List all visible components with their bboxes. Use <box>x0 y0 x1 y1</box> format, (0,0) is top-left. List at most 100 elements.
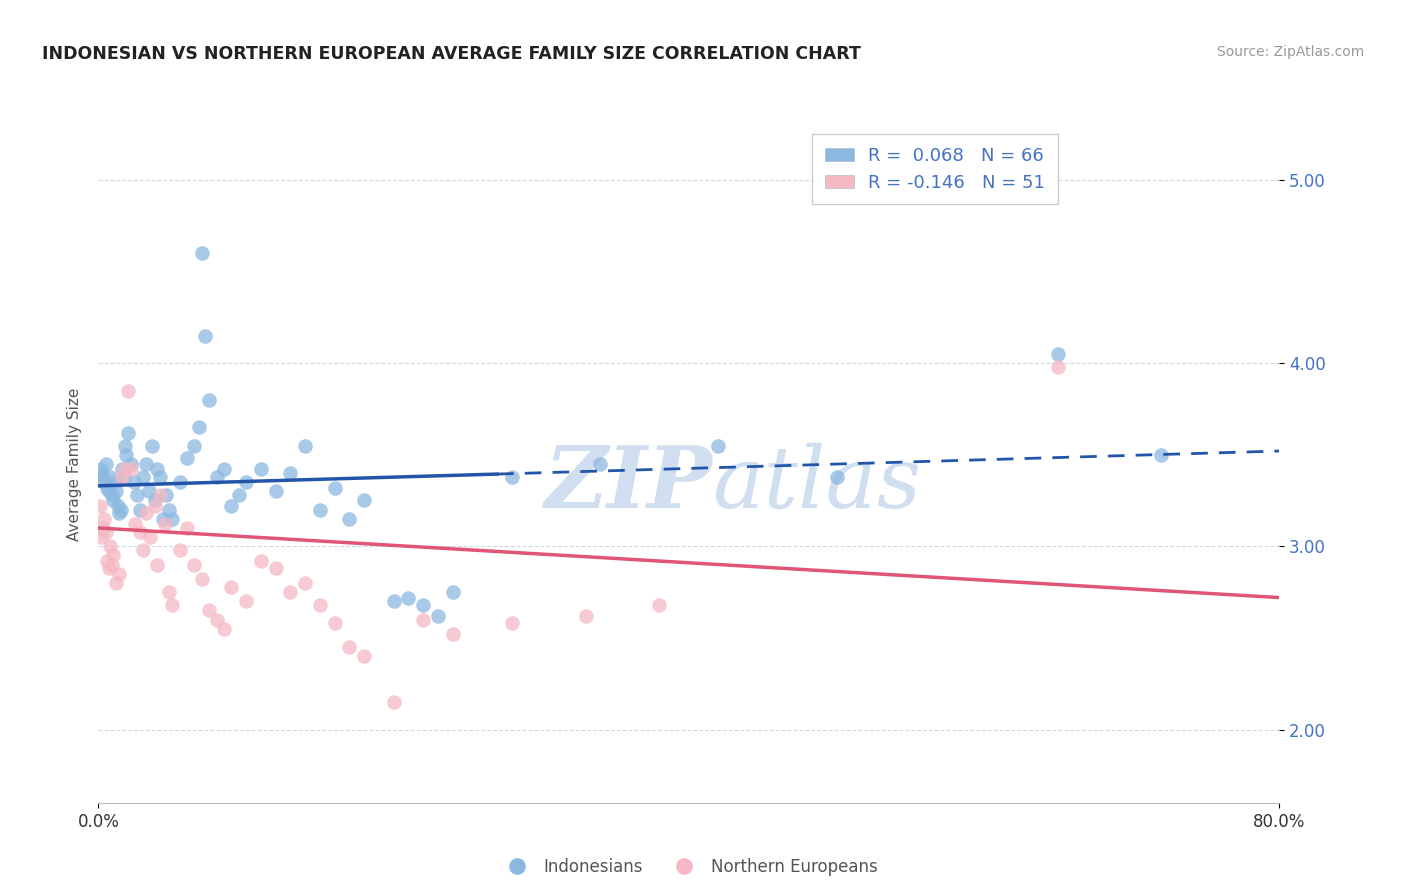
Point <box>1150 448 1173 462</box>
Point <box>187 420 209 434</box>
Point <box>104 475 127 490</box>
Point <box>574 608 596 623</box>
Point <box>176 521 198 535</box>
Point <box>111 469 134 483</box>
Point <box>235 475 257 490</box>
Point <box>183 438 205 452</box>
Point <box>162 598 183 612</box>
Point <box>235 594 257 608</box>
Point <box>108 506 131 520</box>
Text: INDONESIAN VS NORTHERN EUROPEAN AVERAGE FAMILY SIZE CORRELATION CHART: INDONESIAN VS NORTHERN EUROPEAN AVERAGE … <box>42 45 860 62</box>
Point <box>94 457 117 471</box>
Point <box>1046 347 1069 361</box>
Point <box>117 425 139 440</box>
Point <box>90 462 112 476</box>
Point <box>122 475 145 490</box>
Point <box>143 499 166 513</box>
Point <box>110 502 132 516</box>
Point <box>114 462 136 476</box>
Text: ZIP: ZIP <box>544 442 713 526</box>
Point <box>93 512 115 526</box>
Point <box>169 475 191 490</box>
Text: atlas: atlas <box>713 442 922 525</box>
Point <box>294 438 316 452</box>
Point <box>91 521 114 535</box>
Point <box>183 558 205 572</box>
Point <box>103 493 125 508</box>
Point <box>98 469 121 483</box>
Point <box>93 475 115 490</box>
Point <box>152 512 174 526</box>
Point <box>132 469 155 483</box>
Point <box>198 603 221 617</box>
Point <box>139 530 162 544</box>
Point <box>94 524 117 539</box>
Point <box>427 608 450 623</box>
Point <box>155 488 177 502</box>
Point <box>112 469 135 483</box>
Point <box>157 585 180 599</box>
Point <box>198 392 221 407</box>
Point <box>707 438 730 452</box>
Point <box>89 466 111 480</box>
Point <box>648 598 671 612</box>
Point <box>382 695 405 709</box>
Point <box>96 481 118 495</box>
Point <box>114 438 136 452</box>
Point <box>105 484 128 499</box>
Point <box>264 561 287 575</box>
Point <box>138 484 160 499</box>
Text: Source: ZipAtlas.com: Source: ZipAtlas.com <box>1216 45 1364 59</box>
Point <box>128 502 150 516</box>
Point <box>91 469 114 483</box>
Point <box>108 566 131 581</box>
Point <box>124 517 146 532</box>
Point <box>353 649 375 664</box>
Point <box>97 484 120 499</box>
Point <box>337 640 360 654</box>
Point <box>309 502 332 516</box>
Legend: Indonesians, Northern Europeans: Indonesians, Northern Europeans <box>494 851 884 882</box>
Point <box>176 451 198 466</box>
Point <box>589 457 612 471</box>
Point <box>205 613 228 627</box>
Point <box>323 481 346 495</box>
Point <box>205 469 228 483</box>
Point <box>125 488 148 502</box>
Point <box>278 466 302 480</box>
Point <box>250 462 273 476</box>
Point <box>501 616 523 631</box>
Point <box>103 549 125 563</box>
Point <box>141 438 163 452</box>
Point <box>100 558 122 572</box>
Point <box>353 493 375 508</box>
Point <box>441 627 464 641</box>
Point <box>169 543 191 558</box>
Point <box>219 580 242 594</box>
Point <box>107 499 129 513</box>
Point <box>97 561 120 575</box>
Point <box>191 572 214 586</box>
Point <box>111 462 134 476</box>
Point <box>212 462 235 476</box>
Point <box>149 469 172 483</box>
Point <box>96 554 118 568</box>
Point <box>120 457 142 471</box>
Point <box>191 246 214 260</box>
Point <box>117 384 139 398</box>
Point <box>120 462 142 476</box>
Point <box>382 594 405 608</box>
Point <box>396 591 419 605</box>
Point <box>412 613 434 627</box>
Point <box>135 506 157 520</box>
Point <box>441 585 464 599</box>
Point <box>228 488 250 502</box>
Point <box>105 576 128 591</box>
Point <box>132 543 155 558</box>
Point <box>219 499 242 513</box>
Point <box>100 488 122 502</box>
Point <box>194 328 217 343</box>
Point <box>250 554 273 568</box>
Y-axis label: Average Family Size: Average Family Size <box>66 387 82 541</box>
Point <box>128 524 150 539</box>
